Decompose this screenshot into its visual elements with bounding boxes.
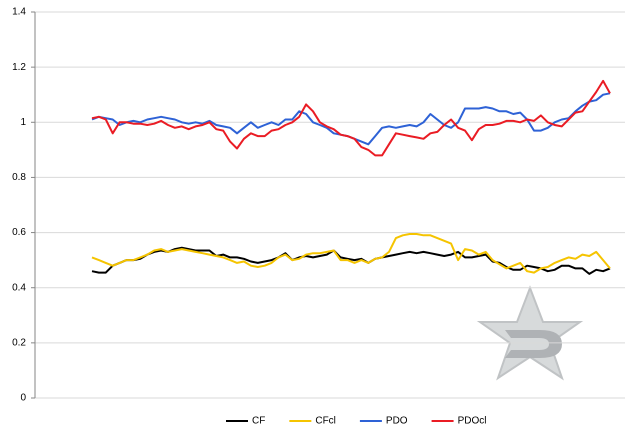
y-tick-label: 0.8 xyxy=(12,172,26,183)
legend-label: CFcl xyxy=(315,416,336,427)
y-tick-label: 1.4 xyxy=(12,7,26,18)
series-line xyxy=(91,79,611,157)
legend-label: PDO xyxy=(386,416,408,427)
y-tick-label: 0.4 xyxy=(12,282,26,293)
y-tick-label: 1.2 xyxy=(12,62,26,73)
logo-letter xyxy=(505,330,562,358)
legend-label: PDOcl xyxy=(458,416,487,427)
watermark-logo xyxy=(476,285,584,381)
y-tick-label: 0 xyxy=(20,393,26,404)
y-tick-label: 1 xyxy=(20,117,26,128)
series-line xyxy=(91,233,611,274)
y-tick-label: 0.6 xyxy=(12,227,26,238)
y-tick-label: 0.2 xyxy=(12,337,26,348)
legend-label: CF xyxy=(252,416,265,427)
